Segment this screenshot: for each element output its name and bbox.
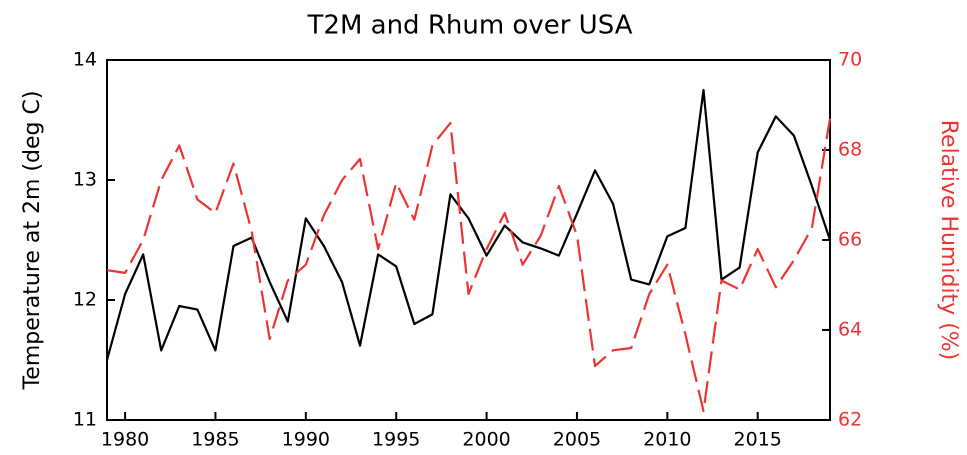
y2-tick-label: 66 bbox=[838, 229, 862, 251]
x-tick-label: 1980 bbox=[101, 429, 149, 451]
x-tick-label: 2010 bbox=[643, 429, 691, 451]
y-tick-label: 14 bbox=[73, 49, 97, 71]
x-tick-label: 1985 bbox=[191, 429, 239, 451]
y2-tick-label: 70 bbox=[838, 49, 862, 71]
x-tick-label: 2015 bbox=[734, 429, 782, 451]
x-tick-label: 2005 bbox=[553, 429, 601, 451]
y-tick-label: 12 bbox=[73, 289, 97, 311]
chart-title: T2M and Rhum over USA bbox=[307, 11, 633, 41]
plot-frame bbox=[106, 59, 831, 421]
line-series bbox=[106, 118, 832, 413]
y-tick-label: 11 bbox=[73, 409, 97, 431]
y2-axis-label: Relative Humidity (%) bbox=[936, 120, 961, 361]
y2-tick-label: 62 bbox=[838, 409, 862, 431]
x-tick-label: 2000 bbox=[462, 429, 510, 451]
line-series bbox=[105, 88, 832, 361]
y2-tick-label: 68 bbox=[838, 139, 862, 161]
y-axis-label: Temperature at 2m (deg C) bbox=[20, 91, 45, 391]
x-tick-label: 1990 bbox=[282, 429, 330, 451]
y-tick-label: 13 bbox=[73, 169, 97, 191]
x-tick-label: 1995 bbox=[372, 429, 420, 451]
y2-tick-label: 64 bbox=[838, 319, 862, 341]
